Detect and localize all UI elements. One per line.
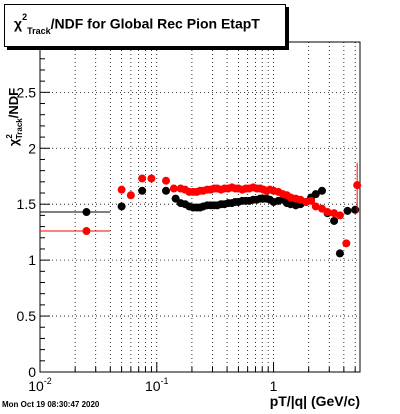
y-tick-label: 0.5 bbox=[17, 308, 37, 324]
series-1 bbox=[82, 174, 362, 248]
data-point bbox=[342, 239, 351, 248]
svg-text:χ2Track/NDF: χ2Track/NDF bbox=[5, 88, 24, 146]
data-point bbox=[351, 205, 360, 214]
data-point bbox=[311, 202, 320, 211]
data-point bbox=[162, 176, 171, 185]
data-point bbox=[162, 186, 171, 195]
data-point bbox=[126, 191, 135, 200]
y-axis-label: χ2Track/NDF bbox=[5, 88, 24, 146]
title-chi: χ bbox=[14, 15, 23, 32]
data-point bbox=[117, 202, 126, 211]
x-tick-label: 1 bbox=[270, 378, 278, 394]
title-box: χ2 Track/NDF for Global Rec Pion EtapT bbox=[4, 4, 286, 47]
data-point bbox=[307, 196, 316, 205]
data-point bbox=[343, 206, 352, 215]
timestamp: Mon Oct 19 08:30:47 2020 bbox=[2, 400, 100, 409]
data-point bbox=[330, 216, 339, 225]
x-tick-label: 10-2 bbox=[28, 376, 52, 394]
y-label-sub: Track bbox=[15, 118, 24, 139]
data-point bbox=[335, 249, 344, 258]
data-point bbox=[82, 208, 91, 217]
x-tick-label: 10-1 bbox=[145, 376, 169, 394]
data-point bbox=[318, 186, 327, 195]
tick-labels: 0 0.5 1 1.5 2 2.5 10-2 10-1 1 bbox=[17, 84, 278, 394]
y-label-chi: χ bbox=[6, 138, 21, 146]
data-point bbox=[147, 174, 156, 183]
data-point bbox=[169, 184, 178, 193]
y-tick-label: 0 bbox=[28, 364, 36, 380]
y-tick-label: 1 bbox=[28, 252, 36, 268]
data-point bbox=[323, 208, 332, 217]
title-sup: 2 bbox=[22, 12, 28, 22]
x-axis-label: pT/|q| (GeV/c) bbox=[270, 393, 360, 409]
data-point bbox=[117, 185, 126, 194]
data-point bbox=[335, 211, 344, 220]
data-point bbox=[138, 174, 147, 183]
y-tick-label: 2 bbox=[28, 140, 36, 156]
series-layer bbox=[40, 162, 362, 258]
chart-title: χ2 Track/NDF for Global Rec Pion EtapT bbox=[14, 12, 260, 37]
data-point bbox=[311, 190, 320, 199]
y-tick-label: 2.5 bbox=[17, 84, 37, 100]
y-tick-label: 1.5 bbox=[17, 196, 37, 212]
y-label-rest: /NDF bbox=[6, 88, 21, 118]
y-label-sup: 2 bbox=[5, 134, 14, 139]
title-rest: /NDF for Global Rec Pion EtapT bbox=[50, 15, 260, 32]
title-sub: Track bbox=[27, 26, 51, 37]
data-point bbox=[138, 186, 147, 195]
axis-ticks bbox=[39, 47, 356, 373]
